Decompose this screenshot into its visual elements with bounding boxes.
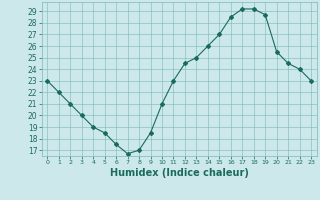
X-axis label: Humidex (Indice chaleur): Humidex (Indice chaleur) [110,168,249,178]
